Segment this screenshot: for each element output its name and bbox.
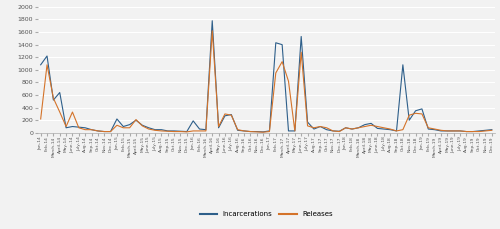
Releases: [336, 130, 342, 133]
Incarcerations: [464, 130, 469, 133]
Releases: [101, 130, 107, 133]
Legend: Incarcerations, Releases: Incarcerations, Releases: [197, 208, 336, 220]
Releases: [190, 130, 196, 132]
Incarcerations: [190, 120, 196, 122]
Incarcerations: [38, 63, 44, 66]
Releases: [38, 118, 44, 120]
Releases: [464, 130, 469, 133]
Incarcerations: [260, 131, 266, 133]
Line: Incarcerations: Incarcerations: [40, 21, 492, 132]
Incarcerations: [304, 121, 310, 123]
Releases: [304, 125, 310, 127]
Incarcerations: [209, 19, 215, 22]
Releases: [356, 126, 362, 129]
Incarcerations: [489, 128, 495, 131]
Incarcerations: [101, 130, 107, 133]
Releases: [209, 30, 215, 32]
Incarcerations: [336, 130, 342, 133]
Incarcerations: [356, 126, 362, 129]
Line: Releases: Releases: [40, 31, 492, 132]
Releases: [489, 129, 495, 132]
Releases: [260, 131, 266, 134]
